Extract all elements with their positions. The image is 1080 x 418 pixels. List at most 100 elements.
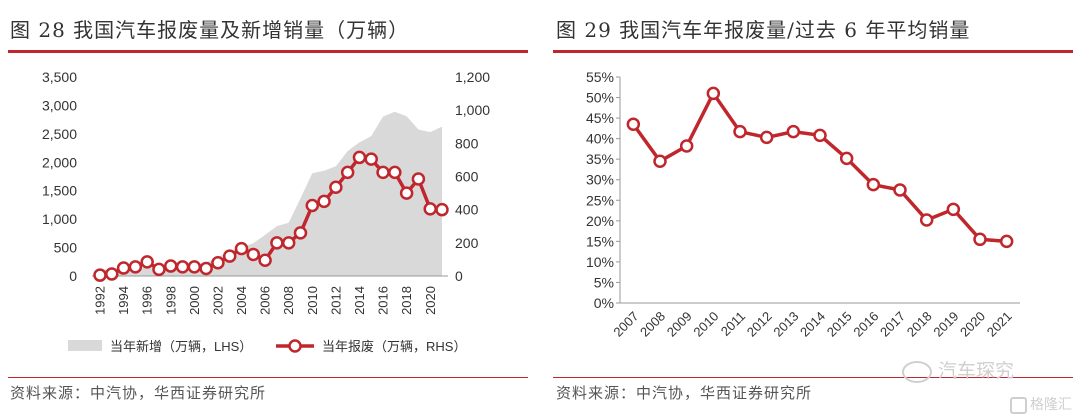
y-tick-label: 35% bbox=[586, 151, 614, 167]
x-tick-label: 2018 bbox=[904, 309, 935, 340]
scrappage-point bbox=[105, 267, 119, 281]
ratio-point bbox=[653, 154, 667, 168]
ratio-point bbox=[839, 151, 854, 166]
right-chart: 0%5%10%15%20%25%30%35%40%45%50%55%200720… bbox=[586, 69, 1020, 340]
x-tick-label: 2012 bbox=[744, 309, 775, 340]
right-chart-title: 图 29 我国汽车年报废量/过去 6 年平均销量 bbox=[556, 18, 971, 42]
ratio-point bbox=[866, 177, 881, 192]
watermark-text: 汽车琛究 bbox=[938, 360, 1015, 382]
right-source-rule bbox=[553, 377, 1073, 378]
left-chart-title: 图 28 我国汽车报废量及新增销量（万辆） bbox=[10, 18, 410, 42]
scrappage-point bbox=[305, 198, 320, 213]
scrappage-point bbox=[376, 165, 390, 180]
ratio-point bbox=[946, 202, 961, 217]
right-y-tick-label: 600 bbox=[455, 169, 479, 185]
x-tick-label: 2014 bbox=[797, 309, 828, 340]
right-y-tick-label: 800 bbox=[455, 135, 479, 151]
x-tick-label: 2016 bbox=[850, 309, 881, 340]
y-tick-label: 10% bbox=[586, 254, 614, 270]
y-tick-label: 45% bbox=[586, 110, 614, 126]
scrappage-point bbox=[140, 255, 154, 269]
y-tick-label: 30% bbox=[586, 172, 614, 188]
y-tick-label: 20% bbox=[586, 213, 614, 229]
ratio-point bbox=[679, 139, 694, 153]
ratio-point bbox=[999, 234, 1014, 249]
scrappage-point bbox=[187, 260, 202, 274]
wechat-icon bbox=[902, 360, 932, 383]
right-y-tick-label: 400 bbox=[455, 202, 479, 218]
right-y-tick-label: 1,200 bbox=[455, 69, 490, 85]
scrappage-point bbox=[435, 202, 449, 217]
ratio-point bbox=[973, 232, 987, 247]
scrappage-point bbox=[222, 249, 237, 263]
y-tick-label: 5% bbox=[594, 274, 614, 290]
left-chart: 0 500 1,000 1,500 2,000 2,500 3,000 3,500 0 200 40… bbox=[42, 69, 490, 354]
scrappage-point bbox=[164, 259, 178, 273]
x-tick-label: 2002 bbox=[210, 286, 225, 315]
legend-line-marker bbox=[288, 339, 302, 353]
scrappage-point bbox=[423, 202, 437, 216]
left-y-tick-label: 500 bbox=[54, 240, 78, 256]
y-tick-label: 40% bbox=[586, 131, 614, 147]
x-tick-label: 2018 bbox=[399, 286, 414, 315]
right-source: 资料来源：中汽协，华西证券研究所 bbox=[556, 384, 813, 402]
x-tick-label: 1996 bbox=[140, 286, 155, 315]
scrappage-point bbox=[234, 241, 249, 256]
ratio-point bbox=[733, 124, 747, 139]
left-title-rule bbox=[8, 50, 528, 53]
x-tick-label: 2017 bbox=[877, 309, 908, 340]
legend-line-label: 当年报废（万辆，RHS） bbox=[322, 339, 466, 354]
x-tick-label: 2013 bbox=[770, 309, 801, 340]
scrappage-point bbox=[152, 262, 166, 277]
x-tick-label: 1998 bbox=[163, 286, 178, 315]
scrappage-point bbox=[317, 194, 331, 209]
x-tick-label: 2014 bbox=[352, 286, 367, 315]
left-y-tick-label: 2,500 bbox=[42, 126, 77, 142]
x-tick-label: 1992 bbox=[93, 286, 108, 315]
left-source: 资料来源：中汽协，华西证券研究所 bbox=[10, 384, 267, 402]
x-tick-label: 2008 bbox=[637, 309, 668, 340]
left-y-tick-label: 3,500 bbox=[42, 69, 77, 85]
y-tick-label: 0% bbox=[594, 295, 614, 311]
x-tick-label: 1994 bbox=[116, 286, 131, 315]
scrappage-point bbox=[116, 261, 131, 275]
watermark: 汽车琛究 bbox=[902, 356, 1014, 383]
legend-area-label: 当年新增（万辆，LHS） bbox=[110, 339, 252, 354]
right-y-tick-label: 200 bbox=[455, 235, 479, 251]
x-tick-label: 2010 bbox=[305, 286, 320, 315]
watermark-sub: 格隆汇 bbox=[1010, 394, 1072, 414]
ratio-point bbox=[919, 213, 934, 227]
x-tick-label: 2007 bbox=[610, 309, 641, 340]
right-y-tick-label: 1,000 bbox=[455, 102, 490, 118]
x-tick-label: 2020 bbox=[423, 286, 438, 315]
left-y-tick-label: 2,000 bbox=[42, 154, 77, 170]
x-tick-label: 2015 bbox=[824, 309, 855, 340]
ratio-point bbox=[626, 117, 641, 132]
left-y-tick-label: 1,000 bbox=[42, 211, 77, 227]
y-tick-label: 15% bbox=[586, 233, 614, 249]
left-source-rule bbox=[8, 377, 528, 378]
scrappage-point bbox=[175, 260, 190, 274]
x-tick-label: 2011 bbox=[718, 309, 748, 339]
x-tick-label: 2006 bbox=[258, 286, 273, 315]
y-tick-label: 50% bbox=[586, 90, 614, 106]
scrappage-point bbox=[388, 165, 402, 180]
x-tick-label: 2004 bbox=[234, 286, 249, 315]
scrappage-point bbox=[128, 260, 143, 274]
ratio-line bbox=[631, 89, 1007, 244]
scrappage-point bbox=[399, 186, 414, 200]
scrappage-point bbox=[246, 247, 261, 262]
y-tick-label: 25% bbox=[586, 192, 614, 208]
x-tick-label: 2012 bbox=[328, 286, 343, 315]
x-tick-label: 2010 bbox=[690, 309, 721, 340]
scrappage-point bbox=[270, 236, 284, 250]
x-tick-label: 2016 bbox=[376, 286, 391, 315]
left-y-tick-label: 1,500 bbox=[42, 183, 77, 199]
right-y-tick-label: 0 bbox=[455, 268, 463, 284]
legend-area-swatch bbox=[68, 340, 102, 351]
x-tick-label: 2009 bbox=[664, 309, 695, 340]
scrappage-point bbox=[258, 253, 272, 267]
ratio-point bbox=[893, 183, 907, 197]
x-tick-label: 2000 bbox=[187, 286, 202, 315]
x-tick-label: 2020 bbox=[957, 309, 988, 340]
